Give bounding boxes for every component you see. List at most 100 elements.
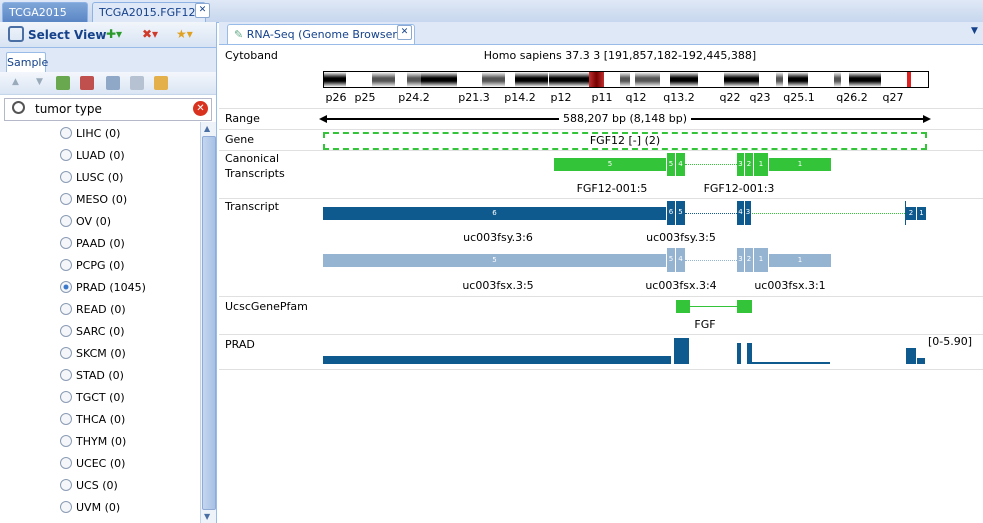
pfam-domain[interactable]: [676, 300, 690, 313]
pfam-domain[interactable]: [737, 300, 752, 313]
transcript-exon[interactable]: 5: [323, 254, 666, 267]
exon-number: 4: [678, 255, 683, 263]
select-view-button[interactable]: Select View: [8, 26, 106, 43]
radio-button[interactable]: [60, 435, 72, 447]
transcript-exon[interactable]: 5: [667, 248, 675, 272]
tab-tcga2015-fgf12[interactable]: TCGA2015.FGF12: [92, 2, 206, 22]
ideogram[interactable]: [323, 71, 929, 88]
radio-button[interactable]: [60, 127, 72, 139]
transcript-exon[interactable]: 4: [676, 248, 685, 272]
sample-item[interactable]: PAAD (0): [60, 236, 125, 252]
radio-button[interactable]: [60, 457, 72, 469]
sample-item[interactable]: UCS (0): [60, 478, 118, 494]
sample-item[interactable]: SARC (0): [60, 324, 125, 340]
radio-button[interactable]: [60, 391, 72, 403]
clear-search-icon[interactable]: ✕: [193, 101, 208, 116]
sample-item[interactable]: SKCM (0): [60, 346, 126, 362]
radio-button[interactable]: [60, 171, 72, 183]
transcript-exon[interactable]: 1: [769, 254, 831, 267]
coverage-bar[interactable]: [737, 343, 741, 364]
cytoband-segment: [783, 72, 788, 87]
search-field[interactable]: tumor type ✕: [4, 98, 212, 121]
tab-sample[interactable]: Sample: [6, 52, 48, 73]
transcript-exon[interactable]: 6: [667, 201, 675, 225]
remove-star-icon[interactable]: ✖▾: [142, 27, 159, 41]
cytoband-segment: [346, 72, 372, 87]
coverage-bar[interactable]: [752, 362, 830, 364]
transcript-exon[interactable]: 4: [737, 201, 744, 225]
scrollbar-thumb[interactable]: [202, 136, 216, 510]
canonical-exon-1[interactable]: 1: [754, 153, 768, 176]
canonical-exon-3[interactable]: 3: [737, 153, 744, 176]
transcript-exon[interactable]: 6: [323, 207, 666, 220]
transcript-exon[interactable]: 3: [737, 248, 744, 272]
canonical-exon-5b[interactable]: 5: [667, 153, 675, 176]
coverage-bar[interactable]: [906, 348, 916, 364]
edit-icon[interactable]: [106, 76, 120, 90]
sample-item[interactable]: THCA (0): [60, 412, 125, 428]
radio-button[interactable]: [60, 149, 72, 161]
canonical-exon-4[interactable]: 4: [676, 153, 685, 176]
radio-button[interactable]: [60, 237, 72, 249]
sample-item[interactable]: LUSC (0): [60, 170, 123, 186]
transcript-exon[interactable]: 5: [676, 201, 685, 225]
gene-box[interactable]: [323, 132, 927, 150]
scroll-up-icon[interactable]: ▲: [204, 124, 211, 133]
transcript-exon[interactable]: 2: [745, 248, 753, 272]
sample-item[interactable]: THYM (0): [60, 434, 126, 450]
canonical-exon-2[interactable]: 2: [745, 153, 753, 176]
transcript-exon[interactable]: 3: [745, 201, 751, 225]
radio-button[interactable]: [60, 193, 72, 205]
radio-button[interactable]: [60, 413, 72, 425]
sample-item[interactable]: OV (0): [60, 214, 111, 230]
radio-button[interactable]: [60, 369, 72, 381]
sample-item[interactable]: LIHC (0): [60, 126, 120, 142]
tab-menu-chevron-icon[interactable]: ▼: [971, 26, 978, 36]
star-icon[interactable]: ★▾: [176, 27, 193, 41]
sample-scrollbar[interactable]: ▲ ▼: [200, 122, 216, 523]
close-tab-icon[interactable]: ✕: [195, 3, 210, 18]
copy-icon[interactable]: [130, 76, 144, 90]
sample-item[interactable]: STAD (0): [60, 368, 124, 384]
tab-rna-seq-browser[interactable]: ✎ RNA-Seq (Genome Browser): [227, 24, 415, 44]
sample-item-label: PRAD (1045): [76, 281, 146, 294]
cytoband-segment: [620, 72, 630, 87]
cytoband-segment: [549, 72, 589, 87]
tab-tcga2015[interactable]: TCGA2015: [2, 2, 88, 22]
radio-button[interactable]: [60, 215, 72, 227]
radio-button[interactable]: [60, 325, 72, 337]
cytoband-segment: [324, 72, 346, 87]
sample-item[interactable]: TGCT (0): [60, 390, 125, 406]
sample-item[interactable]: MESO (0): [60, 192, 127, 208]
canonical-exon-5[interactable]: 5: [554, 158, 666, 171]
add-star-icon[interactable]: ✚▾: [106, 27, 123, 41]
close-browser-tab-icon[interactable]: ✕: [397, 25, 412, 40]
radio-button[interactable]: [60, 347, 72, 359]
transcript-exon[interactable]: 1: [917, 207, 926, 220]
sample-item[interactable]: PCPG (0): [60, 258, 125, 274]
radio-button[interactable]: [60, 303, 72, 315]
refresh-icon[interactable]: [56, 76, 70, 90]
sample-item[interactable]: LUAD (0): [60, 148, 125, 164]
sample-item[interactable]: UCEC (0): [60, 456, 125, 472]
coverage-bar[interactable]: [323, 356, 671, 364]
coverage-bar[interactable]: [917, 358, 925, 364]
coverage-bar[interactable]: [747, 343, 752, 364]
radio-button[interactable]: [60, 479, 72, 491]
transcript-exon[interactable]: 1: [754, 248, 768, 272]
scroll-down-icon[interactable]: ▼: [204, 512, 211, 521]
folder-icon[interactable]: [154, 76, 168, 90]
coverage-bar[interactable]: [674, 338, 689, 364]
transcript-exon[interactable]: 2: [906, 207, 916, 220]
radio-button[interactable]: [60, 501, 72, 513]
range-track: Range 588,207 bp (8,148 bp): [219, 109, 983, 130]
sort-up-icon[interactable]: ▲: [12, 77, 19, 87]
delete-icon[interactable]: [80, 76, 94, 90]
radio-button[interactable]: [60, 259, 72, 271]
canonical-exon-1-utr[interactable]: 1: [769, 158, 831, 171]
sort-down-icon[interactable]: ▼: [36, 77, 43, 87]
sample-item[interactable]: PRAD (1045): [60, 280, 146, 296]
radio-button[interactable]: [60, 281, 72, 293]
sample-item[interactable]: READ (0): [60, 302, 126, 318]
sample-item[interactable]: UVM (0): [60, 500, 120, 516]
